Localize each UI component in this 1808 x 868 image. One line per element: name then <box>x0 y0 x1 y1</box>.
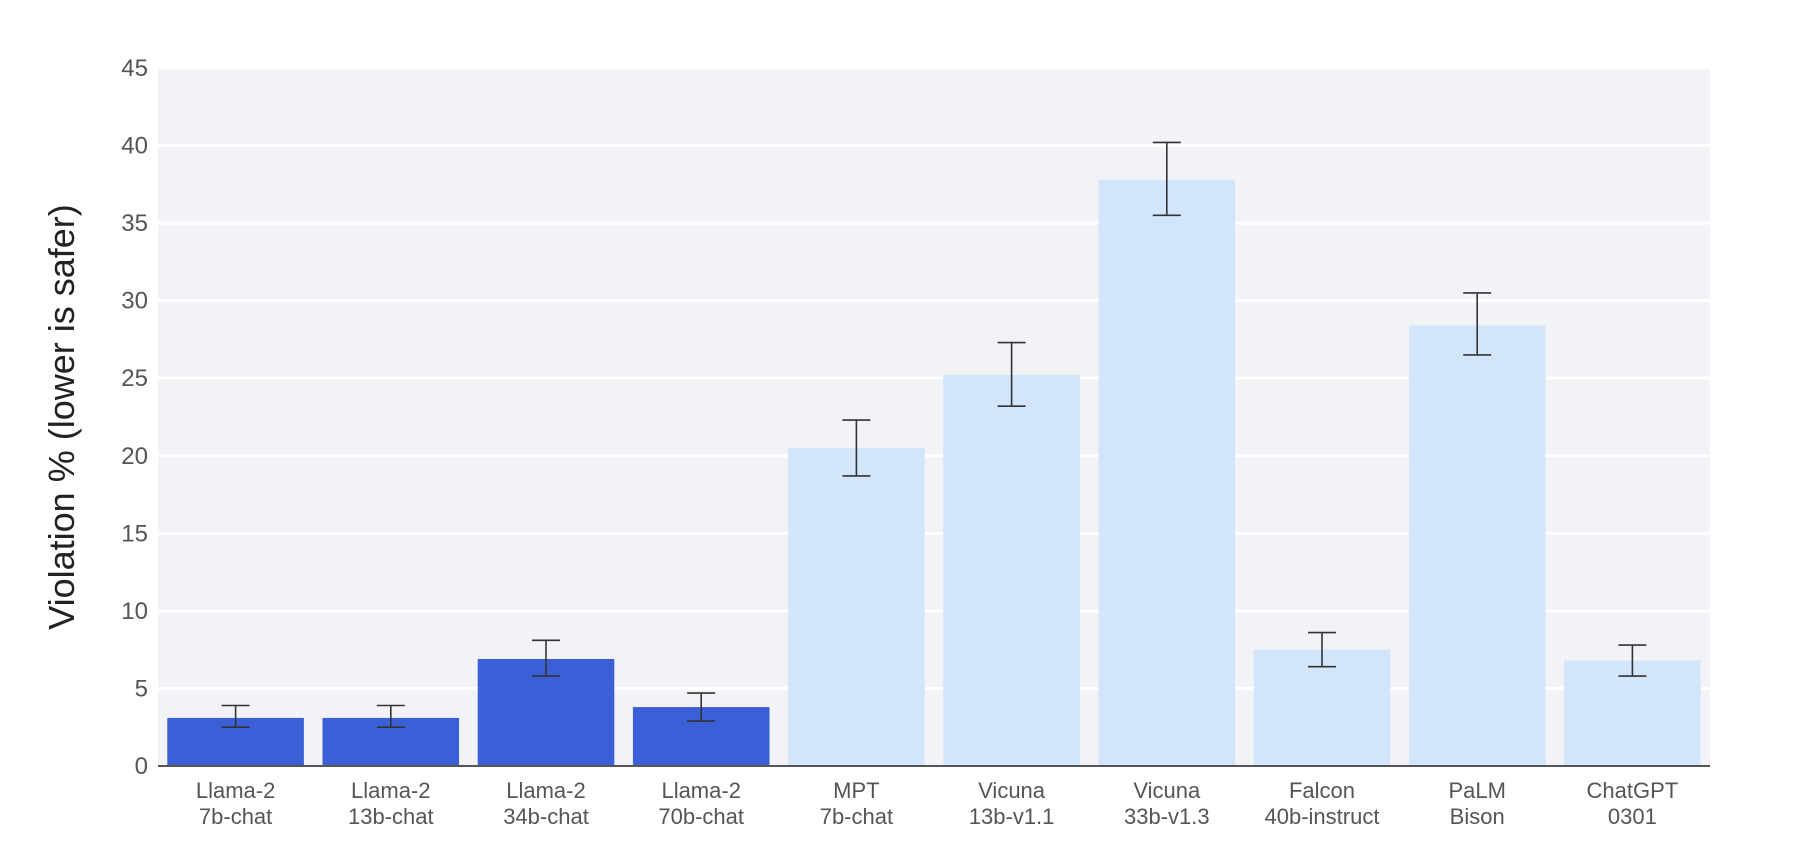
x-tick-label-line: ChatGPT <box>1587 778 1679 803</box>
y-tick-label: 40 <box>121 133 148 160</box>
x-tick-label: Vicuna 13b-v1.1 <box>969 778 1055 829</box>
bar <box>788 448 925 766</box>
y-tick-label: 35 <box>121 210 148 237</box>
x-tick-label-line: Vicuna <box>1133 778 1201 803</box>
bar <box>943 375 1080 766</box>
error-bar <box>532 639 560 677</box>
y-tick-label: 25 <box>121 365 148 392</box>
y-tick-label: 5 <box>135 675 148 702</box>
error-bar <box>997 341 1026 407</box>
y-tick-label: 20 <box>121 443 148 470</box>
error-bar <box>1308 631 1336 668</box>
x-tick-label: PaLM Bison <box>1448 778 1505 829</box>
x-tick-label-line: 34b-chat <box>503 804 589 829</box>
bar <box>1564 660 1701 766</box>
x-tick-label: Llama-2 7b-chat <box>196 778 275 829</box>
x-tick-label-line: 13b-v1.1 <box>969 804 1055 829</box>
y-axis-label: Violation % (lower is safer) <box>41 204 82 630</box>
x-tick-label-line: Llama-2 <box>661 778 740 803</box>
x-tick-label-line: 7b-chat <box>199 804 272 829</box>
gridlines <box>158 66 1710 690</box>
x-tick-label: MPT 7b-chat <box>820 778 893 829</box>
x-tick-label-line: 13b-chat <box>348 804 434 829</box>
y-tick-label: 0 <box>135 753 148 780</box>
x-tick-label: Vicuna 33b-v1.3 <box>1124 778 1210 829</box>
error-bar <box>1618 644 1647 677</box>
x-tick-label-line: MPT <box>833 778 879 803</box>
error-bar <box>1463 292 1492 356</box>
x-tick-label-line: Bison <box>1450 804 1505 829</box>
error-bar <box>1152 141 1181 217</box>
x-tick-label-line: 70b-chat <box>658 804 744 829</box>
y-tick-label: 10 <box>121 598 148 625</box>
y-tick-label: 15 <box>121 520 148 547</box>
y-tick-label: 45 <box>121 55 148 82</box>
y-axis-ticks: 0 5 10 15 20 25 30 35 40 45 <box>121 55 148 780</box>
x-tick-label-line: PaLM <box>1448 778 1505 803</box>
x-tick-label-line: 33b-v1.3 <box>1124 804 1210 829</box>
error-bar <box>376 704 405 729</box>
bar <box>1253 649 1391 766</box>
x-tick-label: Llama-2 70b-chat <box>658 778 744 829</box>
error-bar <box>687 692 716 722</box>
error-bars <box>221 141 1647 729</box>
x-tick-label: Llama-2 34b-chat <box>503 778 589 829</box>
x-tick-label-line: Llama-2 <box>196 778 275 803</box>
x-tick-label-line: Falcon <box>1289 778 1355 803</box>
x-tick-label: Falcon 40b-instruct <box>1265 778 1380 829</box>
bars <box>167 179 1701 766</box>
x-tick-label-line: Vicuna <box>978 778 1046 803</box>
bar <box>1098 179 1236 766</box>
x-tick-label: ChatGPT 0301 <box>1587 778 1679 829</box>
x-tick-label-line: 0301 <box>1608 804 1657 829</box>
x-tick-label-line: Llama-2 <box>351 778 430 803</box>
bar <box>1408 325 1546 766</box>
error-bar <box>221 704 250 729</box>
x-tick-label-line: 40b-instruct <box>1265 804 1380 829</box>
y-tick-label: 30 <box>121 288 148 315</box>
x-tick-label-line: 7b-chat <box>820 804 893 829</box>
error-bar <box>842 419 871 477</box>
x-tick-label: Llama-2 13b-chat <box>348 778 434 829</box>
x-tick-label-line: Llama-2 <box>506 778 585 803</box>
